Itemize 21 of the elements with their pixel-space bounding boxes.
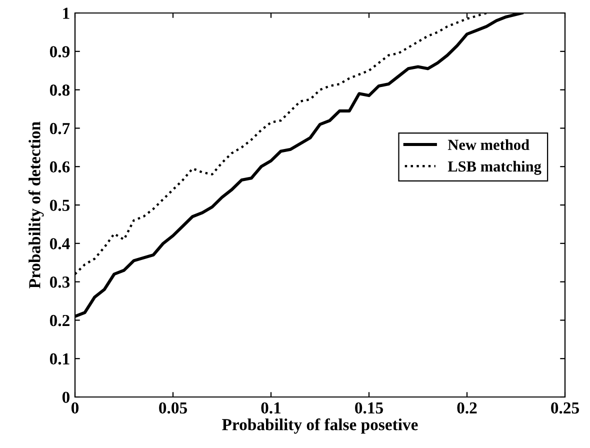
- x-tick-label: 0.25: [551, 402, 579, 414]
- y-tick-label: 0.6: [50, 161, 70, 173]
- legend-label: New method: [448, 139, 530, 150]
- x-tick-label: 0.05: [159, 402, 187, 414]
- y-tick-label: 0.3: [50, 276, 70, 288]
- y-tick-label: 0.8: [50, 84, 70, 96]
- x-tick-label: 0: [71, 402, 79, 414]
- y-tick-label: 0.4: [50, 238, 70, 250]
- x-tick-label: 0.2: [457, 402, 477, 414]
- y-tick-label: 0.5: [50, 200, 70, 212]
- x-tick-label: 0.1: [261, 402, 281, 414]
- y-tick-label: 1: [63, 8, 70, 19]
- y-tick-label: 0.2: [50, 314, 70, 326]
- legend-label: LSB matching: [448, 160, 542, 175]
- x-axis-title: Probability of false posetive: [222, 418, 418, 434]
- y-axis-title: Probability of detection: [28, 122, 44, 288]
- y-tick-label: 0.9: [50, 46, 70, 58]
- x-tick-label: 0.15: [355, 402, 383, 414]
- y-tick-label: 0: [62, 392, 70, 403]
- y-tick-label: 0.1: [50, 353, 70, 365]
- y-tick-label: 0.7: [50, 122, 70, 134]
